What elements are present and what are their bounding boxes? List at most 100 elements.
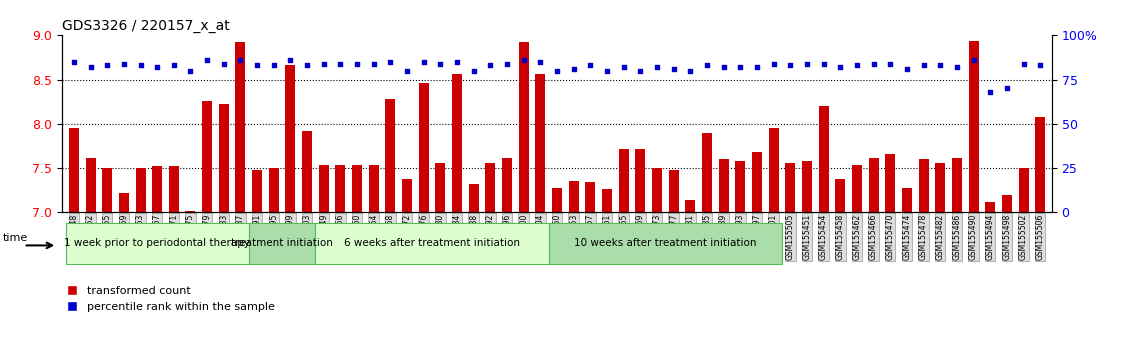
Bar: [1002, 195, 1012, 212]
Point: [331, 61, 349, 67]
Bar: [819, 106, 829, 212]
Point: [81, 64, 100, 70]
Point: [547, 68, 566, 74]
Bar: [735, 161, 745, 212]
Bar: [102, 168, 112, 212]
Point: [765, 61, 783, 67]
Point: [864, 61, 882, 67]
Point: [831, 64, 849, 70]
Point: [532, 59, 550, 65]
Point: [232, 57, 250, 63]
Text: treatment initiation: treatment initiation: [231, 238, 333, 249]
Bar: [249, 223, 316, 264]
Text: 1 week prior to periodontal therapy: 1 week prior to periodontal therapy: [64, 238, 250, 249]
Point: [148, 64, 166, 70]
Text: GDS3326 / 220157_x_at: GDS3326 / 220157_x_at: [62, 19, 230, 33]
Bar: [485, 163, 495, 212]
Bar: [869, 158, 879, 212]
Bar: [316, 223, 549, 264]
Point: [564, 66, 582, 72]
Point: [648, 64, 666, 70]
Bar: [502, 158, 512, 212]
Bar: [535, 74, 545, 212]
Point: [115, 61, 133, 67]
Point: [931, 63, 949, 68]
Bar: [252, 170, 262, 212]
Point: [631, 68, 649, 74]
Point: [448, 59, 466, 65]
Bar: [185, 211, 196, 212]
Point: [299, 63, 317, 68]
Bar: [785, 163, 795, 212]
Point: [181, 68, 199, 74]
Bar: [119, 193, 129, 212]
Bar: [386, 99, 396, 212]
Bar: [169, 166, 179, 212]
Bar: [369, 165, 379, 212]
Point: [265, 63, 283, 68]
Bar: [685, 200, 696, 212]
Bar: [968, 41, 978, 212]
Point: [348, 61, 366, 67]
Point: [314, 61, 333, 67]
Point: [981, 89, 999, 95]
Point: [165, 63, 183, 68]
Bar: [86, 158, 95, 212]
Point: [431, 61, 449, 67]
Bar: [153, 166, 162, 212]
Bar: [619, 149, 629, 212]
Point: [698, 63, 716, 68]
Point: [898, 66, 916, 72]
Bar: [769, 128, 778, 212]
Bar: [552, 188, 562, 212]
Point: [1031, 63, 1050, 68]
Point: [948, 64, 966, 70]
Bar: [69, 128, 79, 212]
Bar: [985, 202, 995, 212]
Bar: [452, 74, 463, 212]
Bar: [302, 131, 312, 212]
Point: [848, 63, 866, 68]
Point: [98, 63, 116, 68]
Point: [64, 59, 83, 65]
Point: [614, 64, 632, 70]
Point: [282, 57, 300, 63]
Bar: [836, 179, 845, 212]
Point: [797, 61, 815, 67]
Point: [748, 64, 766, 70]
Point: [498, 61, 516, 67]
Bar: [66, 223, 249, 264]
Bar: [586, 182, 595, 212]
Point: [998, 86, 1016, 91]
Bar: [602, 189, 612, 212]
Point: [465, 68, 483, 74]
Bar: [418, 83, 429, 212]
Point: [665, 66, 683, 72]
Bar: [852, 165, 862, 212]
Bar: [269, 168, 278, 212]
Point: [1015, 61, 1033, 67]
Bar: [235, 41, 245, 212]
Bar: [218, 103, 228, 212]
Point: [965, 57, 983, 63]
Point: [782, 63, 800, 68]
Bar: [636, 149, 646, 212]
Bar: [802, 161, 812, 212]
Bar: [468, 184, 478, 212]
Point: [814, 61, 832, 67]
Bar: [918, 159, 929, 212]
Bar: [1019, 168, 1028, 212]
Bar: [886, 154, 896, 212]
Bar: [952, 158, 961, 212]
Bar: [519, 42, 528, 212]
Point: [598, 68, 616, 74]
Point: [415, 59, 433, 65]
Bar: [718, 159, 728, 212]
Bar: [549, 223, 782, 264]
Point: [248, 63, 266, 68]
Bar: [336, 165, 345, 212]
Bar: [668, 170, 679, 212]
Point: [198, 57, 216, 63]
Bar: [435, 163, 446, 212]
Bar: [569, 181, 579, 212]
